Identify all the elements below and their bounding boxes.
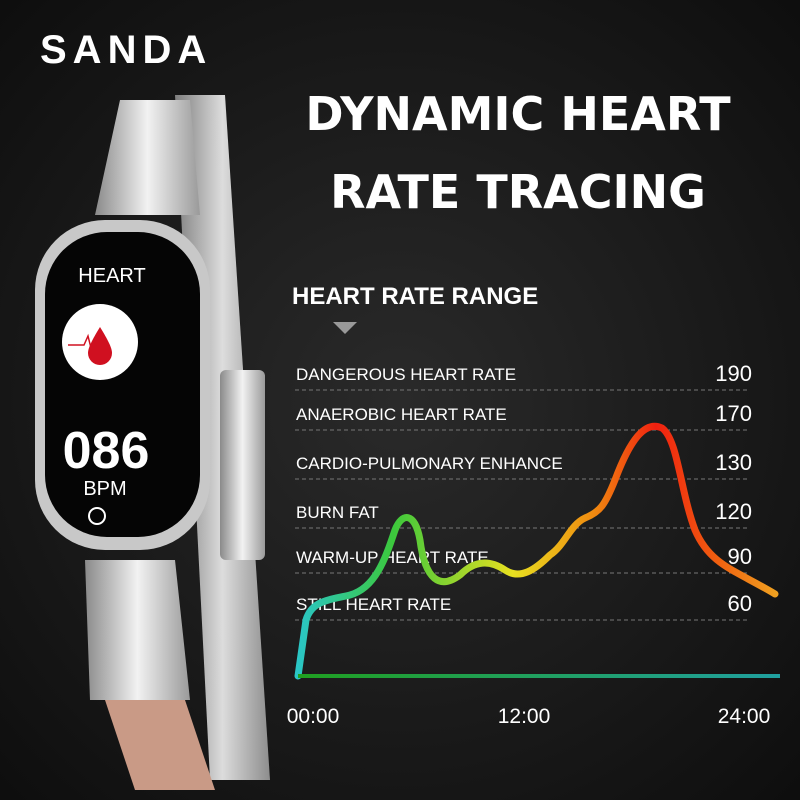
zone-value: 130 xyxy=(715,450,752,475)
zone-value: 170 xyxy=(715,401,752,426)
title-line: RATE TRACING xyxy=(330,165,706,219)
zone-value: 60 xyxy=(728,591,752,616)
time-axis: 00:00 12:00 24:00 xyxy=(287,705,771,728)
zones: DANGEROUS HEART RATE 190 ANAEROBIC HEART R… xyxy=(295,361,752,621)
watch-label: HEART xyxy=(78,265,145,287)
brand: SANDA xyxy=(40,28,212,72)
time-label: 00:00 xyxy=(287,705,340,728)
watch-unit: BPM xyxy=(83,478,126,500)
zone-label: CARDIO-PULMONARY ENHANCE xyxy=(296,454,563,473)
zone-label: DANGEROUS HEART RATE xyxy=(296,365,516,384)
zone-label: WARM-UP HEART RATE xyxy=(296,548,489,567)
zone-value: 190 xyxy=(715,361,752,386)
zone-label: BURN FAT xyxy=(296,503,379,522)
zone-label: ANAEROBIC HEART RATE xyxy=(296,405,507,424)
watch-reading: 086 xyxy=(63,422,150,480)
heart-rate-curve xyxy=(294,422,779,680)
range-title: HEART RATE RANGE xyxy=(292,283,538,310)
arrow xyxy=(333,322,357,334)
zone-value: 120 xyxy=(715,499,752,524)
watch xyxy=(35,95,270,790)
time-label: 12:00 xyxy=(498,705,551,728)
title-line: DYNAMIC HEART xyxy=(305,87,731,141)
zone-value: 90 xyxy=(728,544,752,569)
time-label: 24:00 xyxy=(718,705,771,728)
